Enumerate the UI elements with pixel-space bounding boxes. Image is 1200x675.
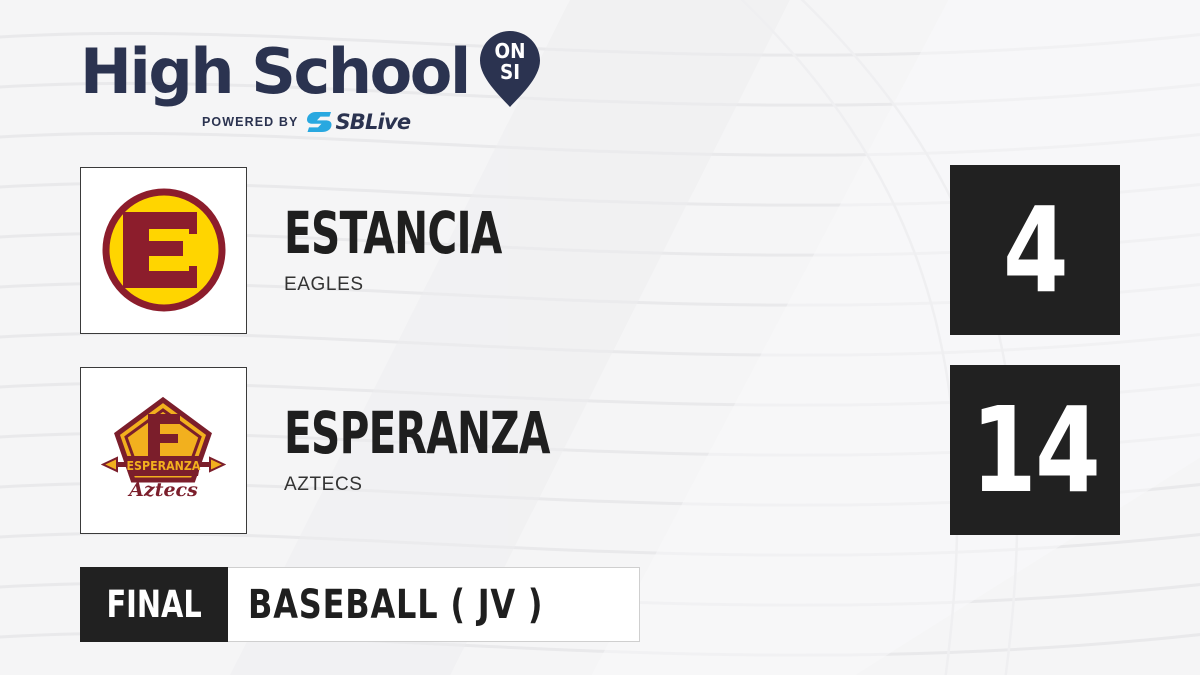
esperanza-aztecs-logo-icon: ESPERANZA Aztecs bbox=[101, 396, 226, 501]
status-badge: FINAL bbox=[80, 567, 228, 642]
team-mascot: AZTECS bbox=[284, 474, 363, 495]
estancia-eagles-logo-icon bbox=[102, 188, 225, 312]
sblive-bolt-icon bbox=[307, 112, 332, 132]
team-score-box: 4 bbox=[950, 165, 1120, 335]
pin-line-1: ON bbox=[494, 39, 525, 63]
logo-banner-text: ESPERANZA bbox=[127, 458, 201, 473]
status-bar: FINAL BASEBALL ( JV ) bbox=[80, 567, 641, 642]
on-si-pin-icon: ON SI bbox=[479, 29, 541, 114]
team-text-block: ESTANCIA EAGLES bbox=[284, 204, 950, 296]
team-text-block: ESPERANZA AZTECS bbox=[284, 404, 950, 496]
sblive-logo: SBLive bbox=[307, 110, 411, 134]
powered-by-row: POWERED BY SBLive bbox=[202, 110, 550, 134]
pin-line-2: SI bbox=[500, 60, 520, 84]
team-score-box: 14 bbox=[950, 365, 1120, 535]
team-score: 4 bbox=[1002, 181, 1069, 319]
team-name: ESTANCIA bbox=[284, 199, 502, 267]
powered-by-label: POWERED BY bbox=[202, 115, 299, 129]
team-row: ESPERANZA Aztecs ESPERANZA AZTECS 14 bbox=[80, 365, 1120, 535]
sblive-wordmark: SBLive bbox=[335, 110, 411, 134]
status-badge-label: FINAL bbox=[106, 583, 202, 626]
sport-label: BASEBALL ( JV ) bbox=[248, 581, 544, 628]
brand-logo: High School ON SI POWERED BY SBLive bbox=[80, 30, 550, 136]
team-row: ESTANCIA EAGLES 4 bbox=[80, 165, 1120, 335]
team-name: ESPERANZA bbox=[284, 399, 550, 467]
team-mascot: EAGLES bbox=[284, 274, 364, 295]
team-logo-card: ESPERANZA Aztecs bbox=[80, 366, 247, 534]
brand-title-row: High School ON SI bbox=[80, 30, 550, 108]
team-score: 14 bbox=[970, 381, 1101, 519]
sport-label-box: BASEBALL ( JV ) bbox=[228, 567, 641, 642]
team-logo-card bbox=[80, 166, 247, 334]
page-title: High School bbox=[80, 35, 471, 108]
logo-script-text: Aztecs bbox=[127, 479, 198, 501]
